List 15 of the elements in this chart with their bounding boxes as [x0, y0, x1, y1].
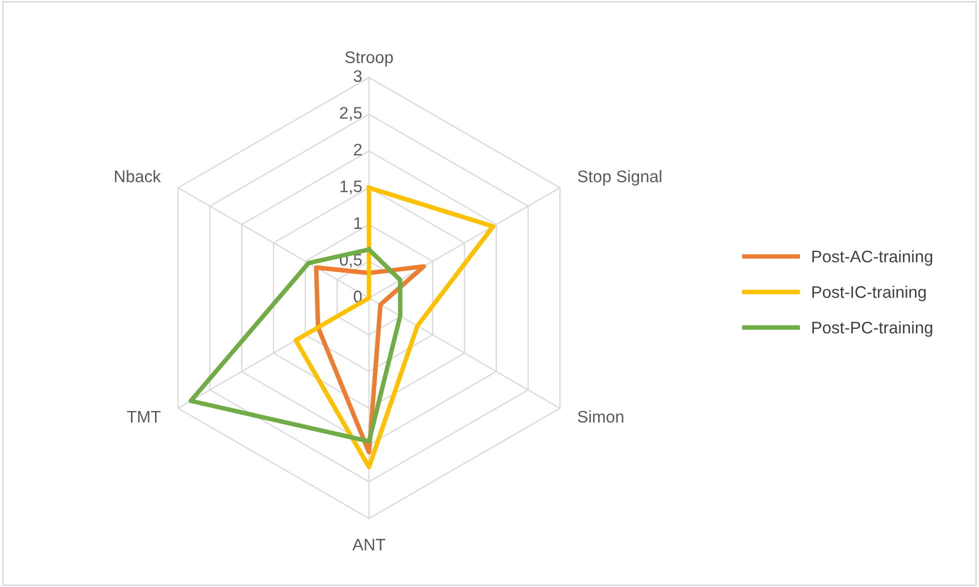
y-tick-label: 3 — [354, 70, 362, 82]
spoke-label: ANT — [352, 538, 386, 550]
y-tick-label: 0 — [354, 290, 362, 302]
y-tick-label: 2 — [354, 144, 362, 156]
y-tick-label: 1,5 — [340, 180, 362, 194]
spoke-label: TMT — [127, 411, 161, 422]
legend-label: Post-PC-training — [812, 321, 932, 337]
y-tick-label: 2,5 — [340, 106, 362, 121]
y-tick-label: 1 — [354, 217, 362, 229]
spoke-label: Stroop — [345, 51, 393, 67]
spoke-label: Simon — [578, 410, 624, 423]
spoke-label: Stop Signal — [578, 170, 662, 186]
legend-label: Post-AC-training — [812, 250, 932, 266]
spoke-label: Nback — [115, 170, 161, 182]
legend-label: Post-IC-training — [812, 286, 926, 302]
